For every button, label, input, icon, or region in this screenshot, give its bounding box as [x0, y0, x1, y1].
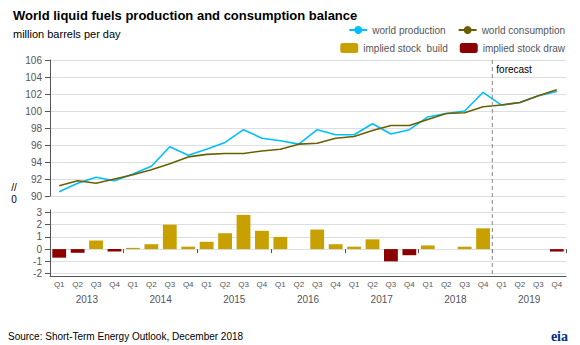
svg-text:Q4: Q4: [109, 280, 120, 289]
svg-text:Q4: Q4: [551, 280, 562, 289]
svg-text:Q1: Q1: [54, 280, 65, 289]
svg-text:Q2: Q2: [367, 280, 378, 289]
svg-text:world production: world production: [371, 25, 445, 36]
svg-text:Q1: Q1: [201, 280, 212, 289]
svg-text:2016: 2016: [297, 294, 320, 305]
svg-text:Q3: Q3: [459, 280, 470, 289]
svg-text:Q2: Q2: [441, 280, 452, 289]
svg-text:2: 2: [36, 219, 42, 230]
svg-text:106: 106: [25, 55, 42, 66]
svg-text:Q1: Q1: [422, 280, 433, 289]
svg-text:Q3: Q3: [312, 280, 323, 289]
svg-text:-2: -2: [33, 268, 42, 279]
svg-text:Q1: Q1: [349, 280, 360, 289]
svg-text:Q4: Q4: [330, 280, 341, 289]
svg-text:96: 96: [31, 140, 43, 151]
svg-text:Q3: Q3: [533, 280, 544, 289]
svg-text:Q2: Q2: [220, 280, 231, 289]
svg-text:Q4: Q4: [183, 280, 194, 289]
svg-text:1: 1: [36, 231, 42, 242]
svg-text:World liquid fuels production: World liquid fuels production and consum…: [13, 8, 357, 23]
svg-text:implied stock build: implied stock build: [363, 43, 447, 54]
svg-text:world consumption: world consumption: [481, 25, 565, 36]
svg-text:Q2: Q2: [293, 280, 304, 289]
svg-text:Source: Short-Term Energy Outl: Source: Short-Term Energy Outlook, Decem…: [8, 331, 244, 342]
svg-text:92: 92: [31, 174, 43, 185]
svg-text:eia: eia: [551, 329, 568, 344]
svg-text:Q2: Q2: [72, 280, 83, 289]
svg-text:Q3: Q3: [91, 280, 102, 289]
svg-text:Q1: Q1: [128, 280, 139, 289]
svg-text:104: 104: [25, 72, 42, 83]
svg-text:2019: 2019: [518, 294, 541, 305]
svg-text:Q1: Q1: [496, 280, 507, 289]
svg-text:2017: 2017: [371, 294, 394, 305]
svg-text:102: 102: [25, 89, 42, 100]
svg-text:Q4: Q4: [478, 280, 489, 289]
svg-text:Q2: Q2: [146, 280, 157, 289]
svg-text:3: 3: [36, 207, 42, 218]
svg-text:98: 98: [31, 123, 43, 134]
svg-text:100: 100: [25, 106, 42, 117]
svg-text:2014: 2014: [149, 294, 172, 305]
svg-text:forecast: forecast: [496, 64, 532, 75]
svg-text:Q4: Q4: [257, 280, 268, 289]
svg-text:implied stock draw: implied stock draw: [483, 43, 566, 54]
svg-text:Q3: Q3: [386, 280, 397, 289]
svg-text:2018: 2018: [444, 294, 467, 305]
svg-text:-1: -1: [33, 256, 42, 267]
svg-text:94: 94: [31, 157, 43, 168]
svg-text:Q4: Q4: [404, 280, 415, 289]
svg-text:Q3: Q3: [238, 280, 249, 289]
svg-text:Q3: Q3: [164, 280, 175, 289]
svg-text:0: 0: [36, 244, 42, 255]
svg-text:Q2: Q2: [515, 280, 526, 289]
svg-text:Q1: Q1: [275, 280, 286, 289]
svg-text:90: 90: [31, 191, 43, 202]
svg-text:0: 0: [11, 194, 17, 205]
svg-text:million barrels per day: million barrels per day: [13, 28, 121, 40]
svg-text:2015: 2015: [223, 294, 246, 305]
svg-text://: //: [11, 182, 17, 193]
svg-text:2013: 2013: [76, 294, 99, 305]
